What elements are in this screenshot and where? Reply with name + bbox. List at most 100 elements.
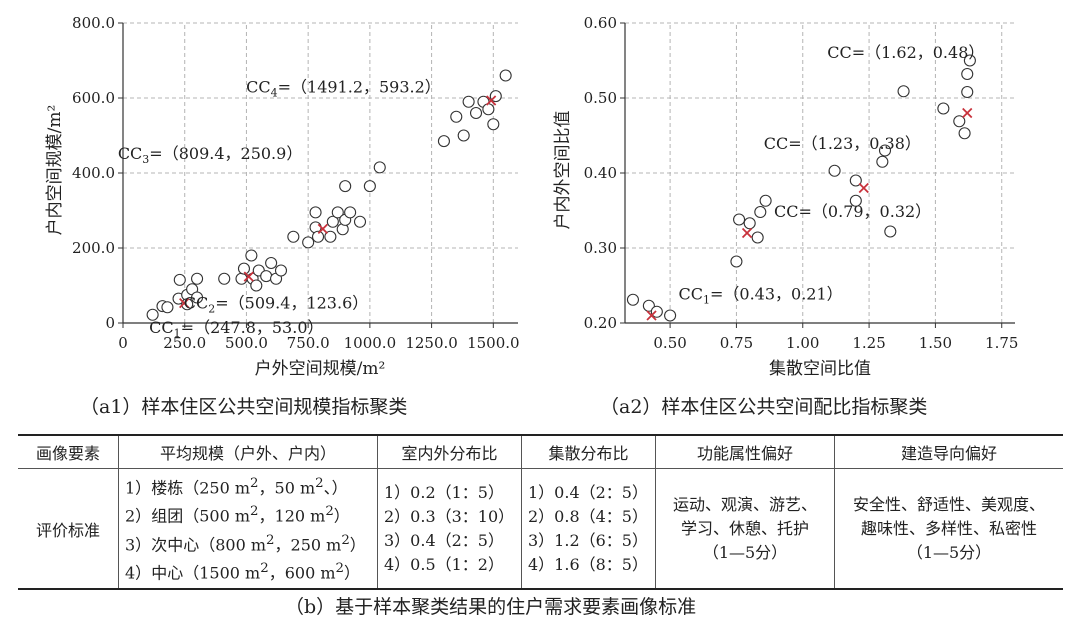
data-point [462,95,475,108]
centroid-label-rest: =（1.62，0.48） [852,43,985,62]
data-point [191,272,204,285]
data-point [958,127,971,140]
scale-outdoor: 500 m [199,506,251,526]
data-point [664,309,677,322]
criteria-table: 画像要素 平均规模（户外、户内） 室内外分布比 集散分布比 功能属性偏好 建造导… [18,434,1063,591]
data-point [642,299,655,312]
scale-tail: 、） [323,478,348,498]
scale-item: 1）楼栋（250 m2，50 m2、） [125,476,348,498]
data-point [751,231,764,244]
data-point [287,230,300,243]
build-pref-cell: 安全性、舒适性、美观度、 趣味性、多样性、私密性 （1—5分） [834,468,1063,591]
list-item: 3）0.4（2：5） [384,530,504,550]
x-tick-label: 500.0 [225,334,268,352]
data-point [237,262,251,275]
centroid-stroke [646,310,657,321]
centroid-marker [243,271,254,282]
x-tick-label: 1500.0 [467,334,520,352]
data-point [878,144,892,157]
header-element: 画像要素 [18,434,119,469]
header-avg-scale: 平均规模（户外、户内） [118,434,378,469]
centroid-label: CC2=（509.4，123.6） [184,294,369,316]
centroid-label: CC1=（247.8，53.0） [149,318,323,340]
list-item: 4）1.6（8：5） [528,554,648,574]
y-tick-label: 600.0 [72,89,115,107]
data-point [146,308,159,321]
centroid-marker [646,310,657,321]
list-item: （1—5分） [906,542,992,562]
scale-tail: ） [349,534,366,554]
data-point [437,135,450,148]
y-tick-label: 200.0 [72,239,115,257]
data-point [339,180,352,193]
list-item: 1）0.4（2：5） [528,482,648,502]
centroid-stroke [741,227,753,239]
scale-tail: ） [333,506,350,526]
centroid-label-rest: =（1491.2，593.2） [278,78,441,97]
data-point [482,103,495,116]
y-tick-label: 0.40 [584,164,617,182]
data-point [961,85,974,99]
data-point [311,230,325,243]
centroid-label-prefix: CC [149,318,173,337]
list-item: （1—5分） [702,542,788,562]
list-item: 安全性、舒适性、美观度、 [852,494,1045,514]
centroid-label: CC=（0.79，0.32） [774,202,931,221]
centroid-label: CC3=（809.4，250.9） [118,144,303,166]
centroid-marker [179,297,190,309]
data-point [650,305,663,318]
list-item: 学习、休憩、托护 [680,518,809,538]
centroid-label: CC=（1.23，0.38） [764,134,921,153]
data-point [302,236,315,249]
data-point [849,194,862,207]
scale-num: 2） [125,506,152,526]
data-point [161,301,174,314]
data-point [961,67,974,81]
scale-num: 3） [125,534,152,554]
y-tick-label: 400.0 [72,164,115,182]
scale-name: 次中心 [151,534,200,554]
centroid-label: CC4=（1491.2，593.2） [246,78,441,100]
x-tick-label: 1000.0 [344,334,397,352]
centroid-label-rest: =（247.8，53.0） [181,318,324,337]
data-point [363,180,376,193]
list-item: 2）0.8（4：5） [528,506,648,526]
data-point [274,264,288,277]
data-point [849,174,862,187]
centroid-stroke [486,95,497,106]
y-axis-label: 户内空间规模/m² [45,105,65,236]
data-point [963,54,976,67]
scale-indoor: 600 m [284,563,336,583]
x-tick-label: 0.50 [653,334,686,352]
x-tick-label: 1250.0 [405,334,458,352]
centroid-label: CC=（1.62，0.48） [827,43,984,62]
centroid-label-rest: =（809.4，250.9） [149,144,302,163]
centroid-marker [486,95,497,106]
centroid-marker [741,227,753,239]
scale-name: 组团 [151,506,184,526]
data-point [191,291,204,304]
data-point [181,298,194,311]
scale-indoor: 120 m [274,506,326,526]
y-tick-label: 800.0 [72,14,115,32]
scale-outdoor: 800 m [215,534,267,554]
centroid-marker [858,182,869,194]
scale-num: 1） [125,478,152,498]
x-axis-label: 集散空间比值 [769,359,871,379]
x-tick-label: 0 [118,334,128,352]
centroid-label-sub: 3 [142,153,149,166]
centroid-label-prefix: CC [184,294,208,313]
data-point [373,161,386,174]
data-point [876,155,889,168]
scale-item: 4）中心（1500 m2，600 m2） [125,560,360,583]
indoor-outdoor-cell: 1）0.2（1：5） 2）0.3（3：10） 3）0.4（2：5） 4）0.5（… [377,468,522,591]
data-point [235,272,248,285]
x-axis-label: 户外空间规模/m² [255,359,386,379]
data-point [331,206,344,219]
scale-indoor: 50 m [274,478,316,498]
centroid-label-rest: =（0.43，0.21） [710,285,843,304]
scale-cell: 1）楼栋（250 m2，50 m2、） 2）组团（500 m2，120 m2） … [118,468,378,591]
scale-outdoor: 250 m [199,478,251,498]
data-point [326,215,339,228]
list-item: 3）1.2（6：5） [528,530,648,550]
